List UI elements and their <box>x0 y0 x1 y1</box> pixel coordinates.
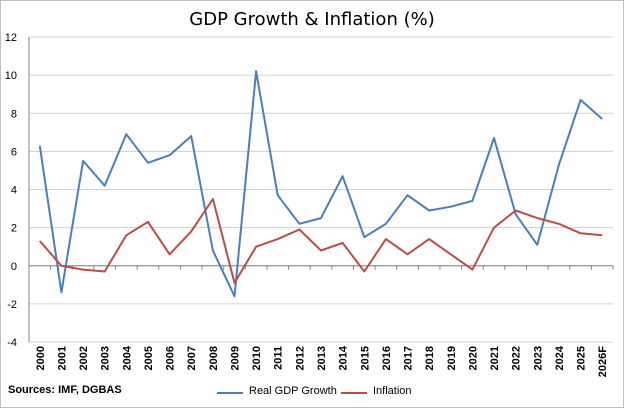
x-tick-label: 2019 <box>446 346 458 370</box>
y-tick-label: -4 <box>7 337 17 349</box>
x-tick-label: 2020 <box>467 346 479 370</box>
x-tick-label: 2024 <box>554 345 566 370</box>
x-tick-label: 2021 <box>489 346 501 370</box>
x-tick-label: 2006 <box>165 346 177 370</box>
series-line-inflation <box>39 198 603 284</box>
x-tick-label: 2023 <box>532 346 544 370</box>
chart-title: GDP Growth & Inflation (%) <box>189 9 435 30</box>
x-tick-label: 2013 <box>316 346 328 370</box>
series-line-gdp <box>38 70 603 298</box>
y-tick-label: 4 <box>11 185 17 197</box>
x-tick-label: 2009 <box>229 346 241 370</box>
source-note: Sources: IMF, DGBAS <box>8 384 122 396</box>
x-tick-label: 2004 <box>121 345 133 370</box>
x-tick-label: 2018 <box>424 346 436 370</box>
x-tick-label: 2000 <box>35 346 47 370</box>
legend-swatch-inflation <box>341 392 367 394</box>
x-tick-label: 2010 <box>251 346 263 370</box>
x-tick-label: 2011 <box>273 346 285 370</box>
y-tick-label: 12 <box>5 32 17 44</box>
y-tick-label: -2 <box>7 299 17 311</box>
x-tick-label: 2014 <box>338 345 350 370</box>
x-tick-label: 2017 <box>403 346 415 370</box>
x-tick-label: 2025 <box>576 346 588 370</box>
y-tick-label: 8 <box>11 108 17 120</box>
legend-label-gdp: Real GDP Growth <box>249 385 337 397</box>
x-tick-label: 2008 <box>208 346 220 370</box>
x-tick-label: 2001 <box>56 346 68 370</box>
y-tick-label: 2 <box>11 223 17 235</box>
legend-label-inflation: Inflation <box>373 385 412 397</box>
x-tick-label: 2007 <box>186 346 198 370</box>
x-tick-label: 2005 <box>143 346 155 370</box>
y-tick-label: 10 <box>5 70 17 82</box>
legend-swatch-gdp <box>217 392 243 394</box>
x-tick-label: 2012 <box>294 346 306 370</box>
x-tick-label: 2003 <box>100 346 112 370</box>
x-tick-label: 2022 <box>511 346 523 370</box>
y-tick-label: 0 <box>11 261 17 273</box>
x-tick-label: 2026F <box>597 346 609 377</box>
x-tick-label: 2016 <box>381 346 393 370</box>
y-tick-label: 6 <box>11 146 17 158</box>
x-tick-label: 2002 <box>78 346 90 370</box>
x-tick-label: 2015 <box>359 346 371 370</box>
